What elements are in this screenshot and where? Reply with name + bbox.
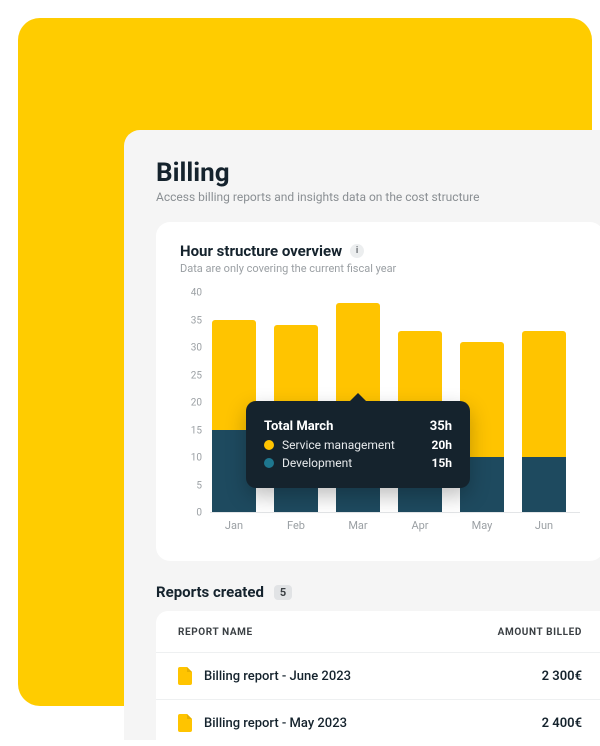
y-tick: 35 [191, 315, 202, 326]
y-tick: 5 [196, 480, 202, 491]
table-row[interactable]: Billing report - May 20232 400€ [156, 699, 600, 746]
tooltip-series-value: 15h [432, 456, 453, 470]
reports-header: Reports created 5 [156, 583, 600, 601]
hour-chart: 4035302520151050 JanFebMarAprMayJun Tota… [180, 293, 580, 543]
page-subtitle: Access billing reports and insights data… [156, 190, 600, 204]
tooltip-series-label: Development [282, 456, 352, 470]
col-amount-billed: AMOUNT BILLED [472, 627, 582, 638]
tooltip-title: Total March [264, 419, 333, 434]
bar-segment-service [522, 331, 566, 458]
tooltip-row: Development 15h [264, 456, 452, 470]
y-tick: 20 [191, 398, 202, 409]
report-name: Billing report - May 2023 [204, 716, 472, 731]
y-tick: 40 [191, 288, 202, 299]
reports-table: REPORT NAME AMOUNT BILLED Billing report… [156, 611, 600, 746]
tooltip-total: 35h [430, 419, 452, 434]
x-label: Jan [212, 519, 256, 532]
tooltip-row: Service management 20h [264, 438, 452, 452]
report-name: Billing report - June 2023 [204, 669, 472, 684]
y-tick: 30 [191, 343, 202, 354]
y-tick: 0 [196, 508, 202, 519]
bar-group[interactable] [522, 331, 566, 513]
x-label: Apr [398, 519, 442, 532]
tooltip-series-value: 20h [432, 438, 453, 452]
billing-panel: Billing Access billing reports and insig… [124, 130, 600, 740]
bar-segment-development [274, 485, 318, 513]
x-label: Jun [522, 519, 566, 532]
x-label: Feb [274, 519, 318, 532]
x-axis: Jan Feb Mar Apr May Jun [210, 519, 580, 541]
col-report-name: REPORT NAME [178, 627, 472, 638]
table-header: REPORT NAME AMOUNT BILLED [156, 611, 600, 652]
document-icon [178, 714, 192, 732]
bar-segment-development [398, 485, 442, 513]
legend-dot [264, 458, 274, 468]
y-tick: 10 [191, 453, 202, 464]
bar-segment-development [522, 457, 566, 512]
y-tick: 15 [191, 425, 202, 436]
legend-dot [264, 440, 274, 450]
card-subtitle: Data are only covering the current fisca… [180, 262, 580, 275]
hour-structure-card: Hour structure overview i Data are only … [156, 222, 600, 561]
info-icon[interactable]: i [350, 244, 364, 258]
y-tick: 25 [191, 370, 202, 381]
reports-count-badge: 5 [274, 585, 292, 600]
tooltip-series-label: Service management [282, 438, 395, 452]
report-amount: 2 400€ [472, 716, 582, 731]
document-icon [178, 667, 192, 685]
bar-segment-development [336, 485, 380, 513]
x-label: May [460, 519, 504, 532]
y-axis: 4035302520151050 [180, 293, 206, 513]
page-title: Billing [156, 158, 600, 188]
table-row[interactable]: Billing report - June 20232 300€ [156, 652, 600, 699]
x-label: Mar [336, 519, 380, 532]
reports-title: Reports created [156, 583, 264, 601]
chart-tooltip: Total March 35h Service management 20h Dev… [246, 401, 470, 488]
card-title: Hour structure overview [180, 242, 342, 260]
report-amount: 2 300€ [472, 669, 582, 684]
